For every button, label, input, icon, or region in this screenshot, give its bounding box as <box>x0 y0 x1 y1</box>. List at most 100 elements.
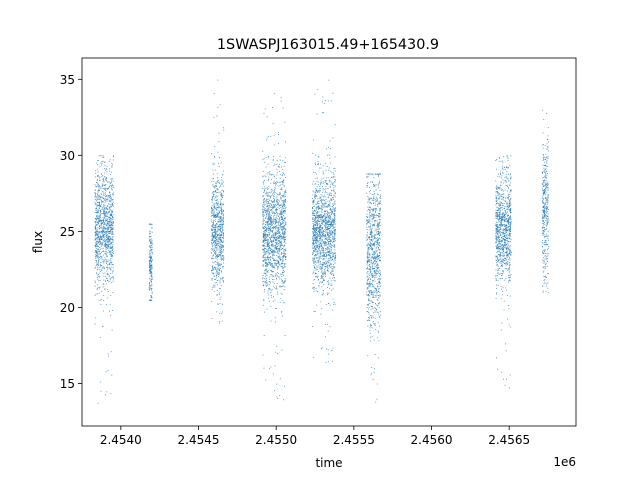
data-point <box>322 233 324 235</box>
data-point <box>277 247 279 249</box>
data-point <box>98 196 99 198</box>
data-point <box>149 240 151 242</box>
data-point <box>104 213 106 214</box>
data-point <box>215 232 217 234</box>
data-point <box>102 160 104 162</box>
data-point <box>315 238 317 240</box>
data-point <box>284 254 286 256</box>
data-point <box>105 189 107 191</box>
data-point <box>95 230 97 232</box>
data-point <box>321 101 323 103</box>
data-point <box>320 193 322 195</box>
data-point <box>272 255 274 257</box>
data-point <box>312 252 314 254</box>
data-point <box>282 257 283 259</box>
data-point <box>316 227 318 228</box>
data-point <box>101 237 103 239</box>
data-point <box>110 229 112 231</box>
data-point <box>273 249 275 251</box>
data-point <box>283 227 285 229</box>
data-point <box>278 194 280 196</box>
data-point <box>219 302 221 304</box>
data-point <box>262 212 264 214</box>
data-point <box>323 273 325 275</box>
data-point <box>273 282 275 284</box>
data-point <box>151 281 152 283</box>
data-point <box>270 226 272 228</box>
data-point <box>151 249 152 251</box>
data-point <box>106 225 108 227</box>
data-point <box>327 247 329 248</box>
data-point <box>279 394 281 396</box>
data-point <box>320 267 322 269</box>
data-point <box>211 252 213 254</box>
data-point <box>266 116 268 118</box>
data-point <box>105 228 107 230</box>
data-point <box>270 282 271 284</box>
data-point <box>372 269 374 271</box>
data-point <box>211 257 213 259</box>
data-point <box>111 200 113 202</box>
data-point <box>277 249 279 251</box>
data-point <box>94 225 96 227</box>
data-point <box>326 270 328 271</box>
data-point <box>101 178 103 180</box>
data-point <box>316 113 318 115</box>
data-point <box>368 260 370 262</box>
data-point <box>323 235 325 236</box>
data-point <box>101 270 103 271</box>
data-point <box>271 234 273 236</box>
data-point <box>101 161 103 162</box>
data-point <box>314 264 316 266</box>
data-point <box>327 206 328 208</box>
data-point <box>107 227 109 229</box>
data-point <box>319 190 321 192</box>
data-point <box>95 230 97 232</box>
data-point <box>273 235 274 237</box>
data-point <box>149 299 150 301</box>
data-point <box>105 180 107 182</box>
data-point <box>276 208 278 210</box>
data-point <box>265 258 267 260</box>
data-point <box>222 223 224 225</box>
data-point <box>107 274 109 276</box>
data-point <box>313 211 315 213</box>
data-point <box>217 234 219 236</box>
data-point <box>111 203 113 205</box>
data-point <box>281 219 283 220</box>
data-point <box>272 190 274 192</box>
data-point <box>220 231 222 233</box>
data-point <box>321 191 323 193</box>
data-point <box>283 208 285 209</box>
data-point <box>370 257 372 259</box>
data-point <box>332 203 333 205</box>
data-point <box>266 270 268 272</box>
data-point <box>220 236 222 238</box>
data-point <box>95 260 97 262</box>
data-point <box>211 244 213 246</box>
data-point <box>268 300 270 302</box>
data-point <box>111 242 112 244</box>
data-point <box>214 268 216 270</box>
data-point <box>99 286 101 288</box>
data-point <box>268 284 270 286</box>
data-point <box>373 260 375 262</box>
data-point <box>270 229 271 231</box>
data-point <box>321 223 323 225</box>
data-point <box>321 247 323 249</box>
data-point <box>281 278 282 280</box>
data-point <box>282 282 284 284</box>
data-point <box>331 234 333 236</box>
data-point <box>273 216 275 218</box>
data-point <box>218 217 220 219</box>
data-point <box>213 191 215 193</box>
data-point <box>149 264 151 266</box>
data-point <box>333 174 335 176</box>
data-point <box>217 272 219 274</box>
data-point <box>322 111 324 113</box>
data-point <box>215 236 217 238</box>
data-point <box>285 207 287 209</box>
data-point <box>327 269 329 271</box>
data-point <box>334 258 336 260</box>
data-point <box>218 237 220 239</box>
